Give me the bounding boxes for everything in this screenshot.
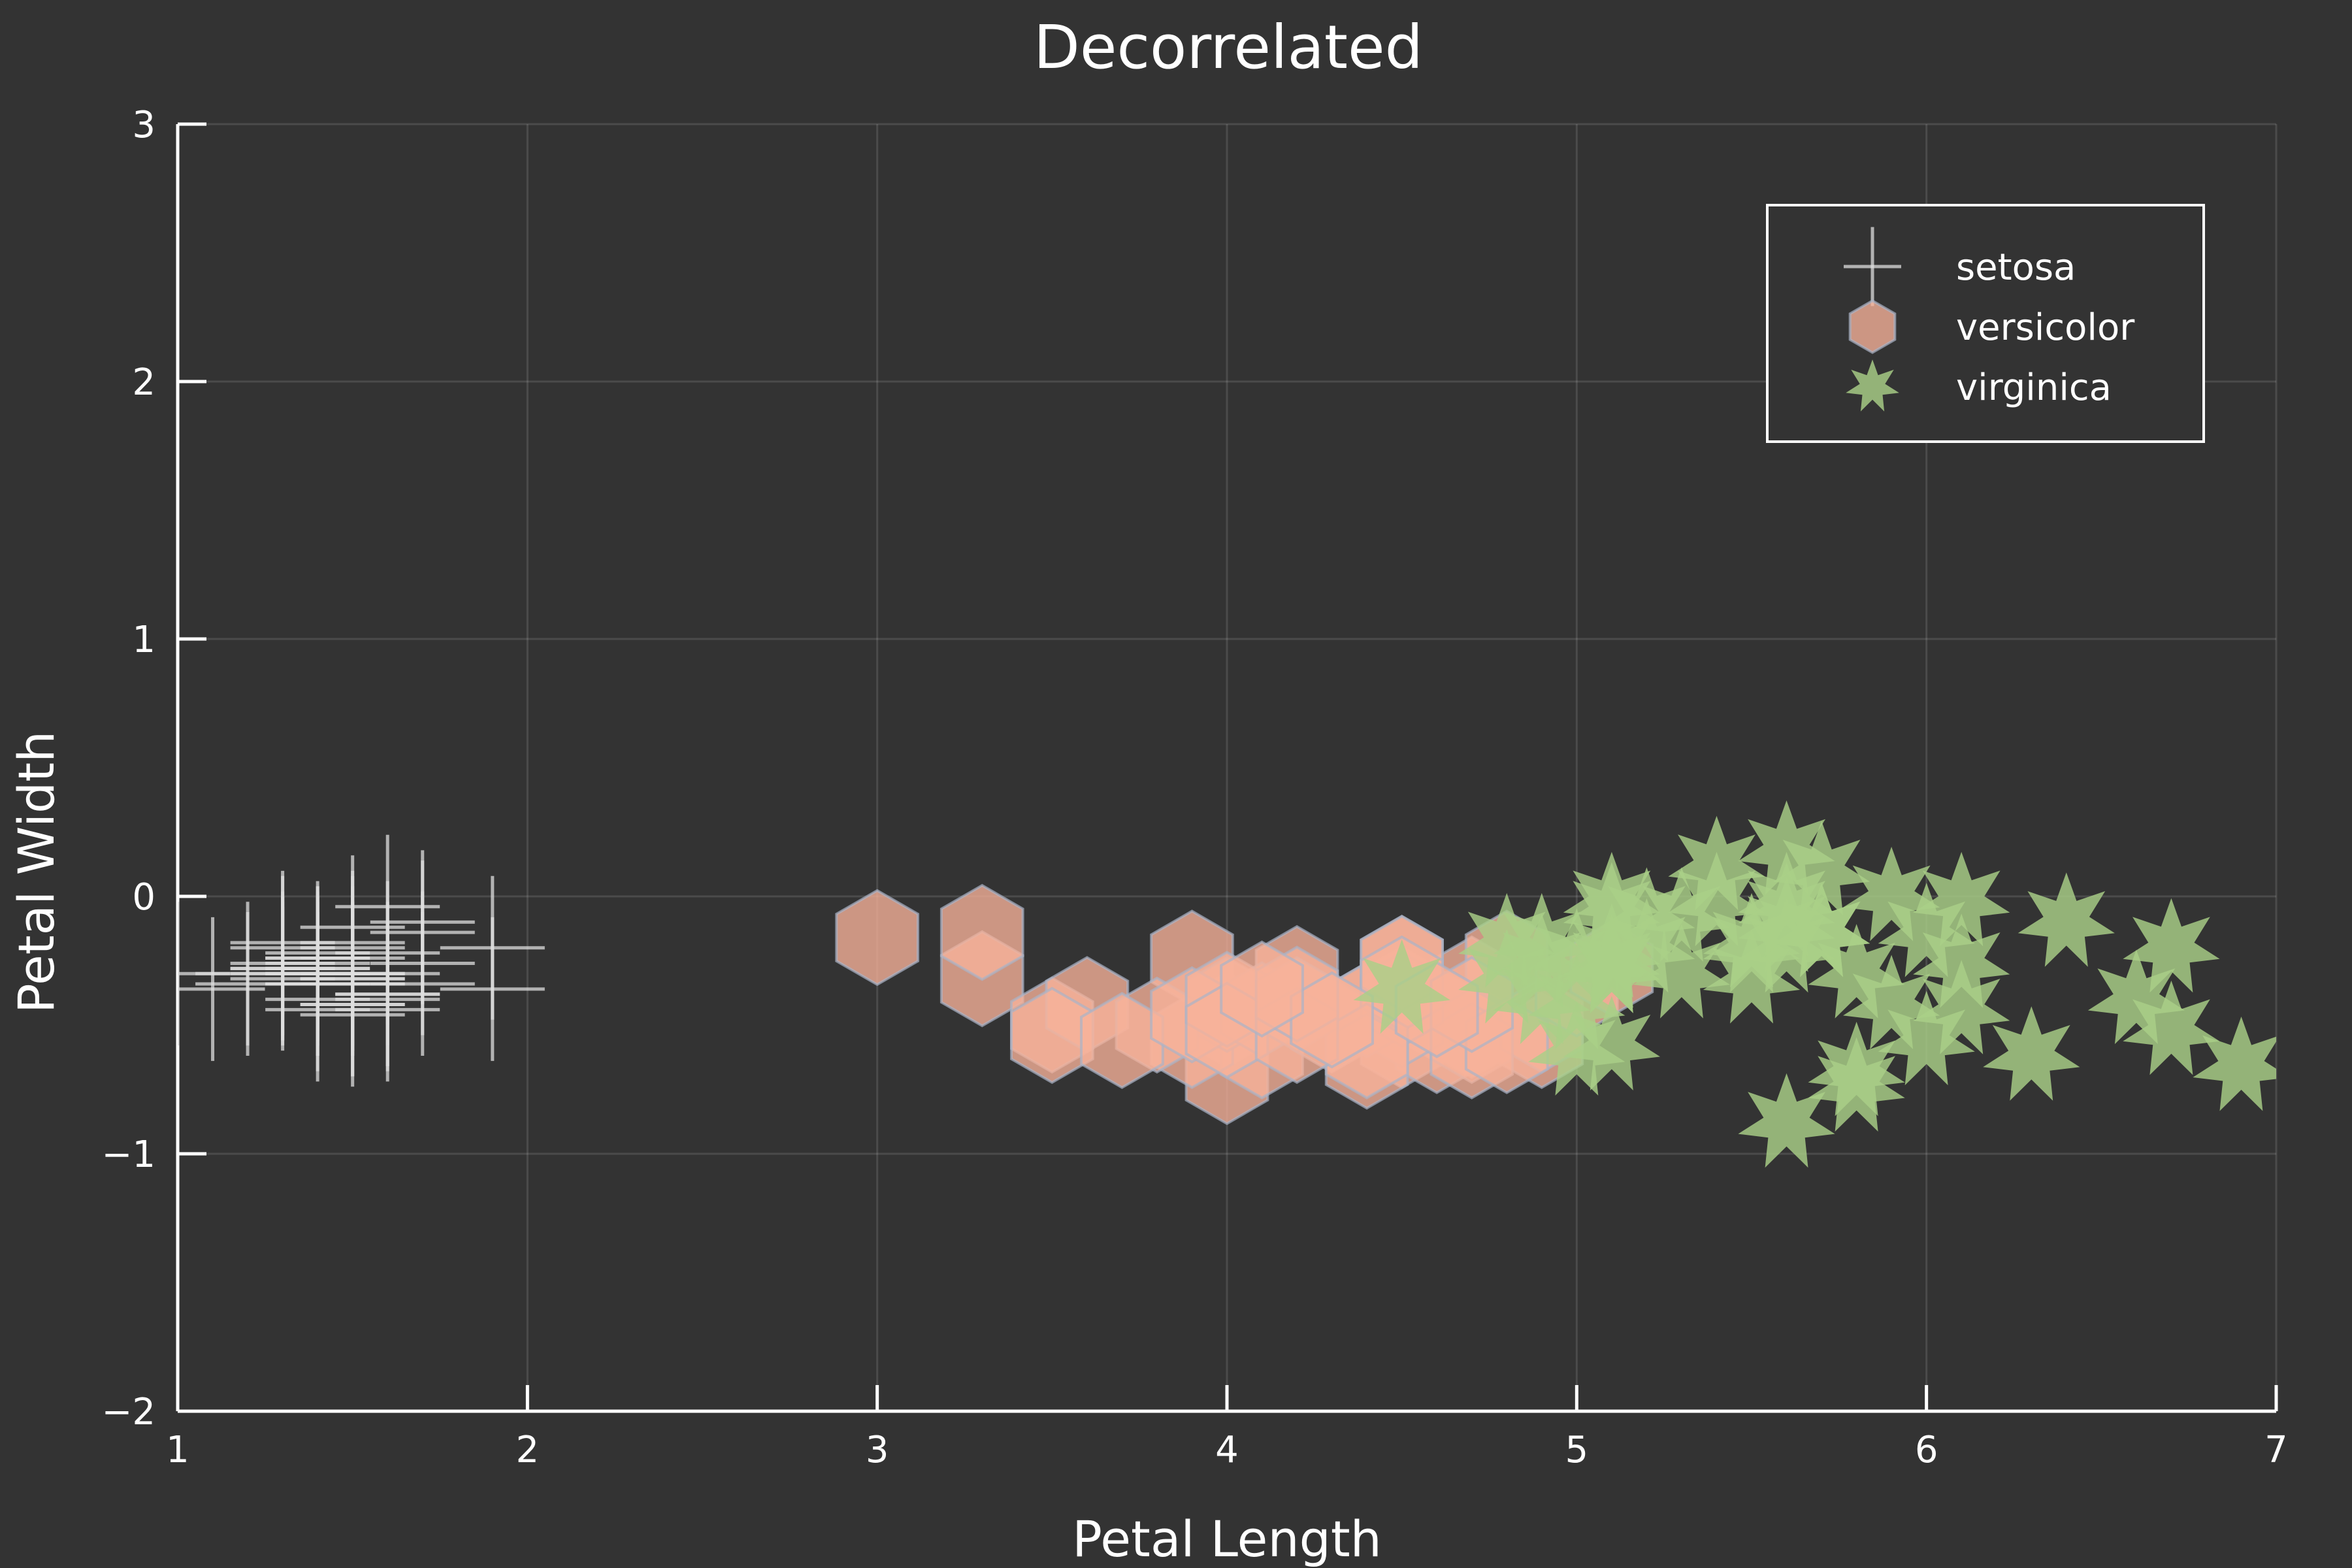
virginica-point	[1878, 883, 1975, 977]
virginica-point	[1878, 990, 1975, 1086]
virginica-point	[1563, 851, 1660, 947]
x-axis-label: Petal Length	[1072, 1510, 1382, 1568]
versicolor-point	[1220, 940, 1304, 1038]
virginica-point	[1913, 913, 2010, 1008]
virginica-point	[2123, 898, 2220, 993]
legend-label-versicolor: versicolor	[1956, 306, 2135, 349]
virginica-legend-marker	[1846, 359, 1899, 412]
virginica-point	[1913, 851, 2010, 947]
virginica-point	[1633, 867, 1730, 962]
chart-title: Decorrelated	[1034, 12, 1423, 82]
virginica-point	[2017, 872, 2115, 967]
virginica-point	[2123, 980, 2220, 1075]
virginica-point	[1843, 955, 1940, 1049]
y-tick-label: 1	[132, 619, 155, 661]
x-tick-label: 5	[1565, 1429, 1589, 1471]
virginica-point	[1353, 939, 1450, 1034]
virginica-point	[1563, 913, 1660, 1008]
legend-box	[1766, 204, 2205, 443]
setosa-point	[265, 911, 370, 1056]
x-tick-label: 7	[2264, 1429, 2288, 1471]
versicolor-point	[939, 883, 1024, 981]
virginica-point	[1843, 847, 1940, 941]
y-tick-label: −2	[101, 1391, 155, 1433]
virginica-point	[1773, 821, 1870, 916]
virginica-point	[1563, 996, 1660, 1090]
y-axis-label: Petal Width	[7, 731, 65, 1013]
data-points	[178, 800, 2276, 1168]
tick-labels: 1 2 3 4 5 6 7 −2 −1 0 1 2 3	[101, 104, 2287, 1471]
virginica-point	[1668, 815, 1765, 911]
setosa-point	[178, 902, 230, 1046]
virginica-point	[1703, 898, 1801, 993]
x-tick-label: 2	[516, 1429, 540, 1471]
versicolor-legend-marker	[1848, 299, 1897, 354]
virginica-point	[1738, 800, 1835, 895]
axes	[176, 122, 2278, 1413]
x-tick-label: 6	[1915, 1429, 1938, 1471]
virginica-point	[1458, 929, 1556, 1024]
virginica-point	[1808, 1037, 1905, 1132]
legend-label-virginica: virginica	[1956, 367, 2112, 409]
setosa-point	[440, 875, 545, 1020]
x-tick-label: 1	[166, 1429, 189, 1471]
virginica-point	[1458, 892, 1556, 988]
virginica-point	[2087, 949, 2185, 1045]
y-tick-label: 3	[132, 104, 155, 146]
setosa-legend-marker	[1844, 227, 1901, 306]
virginica-point	[1738, 862, 1835, 957]
virginica-point	[1703, 929, 1801, 1024]
virginica-point	[1633, 924, 1730, 1019]
virginica-point	[1808, 924, 1905, 1019]
virginica-point	[1493, 913, 1590, 1008]
legend: setosa versicolor virginica	[1766, 204, 2205, 443]
virginica-point	[1528, 955, 1625, 1049]
versicolor-point	[835, 889, 919, 987]
virginica-point	[1493, 949, 1590, 1045]
virginica-point	[1668, 851, 1765, 947]
x-tick-label: 4	[1215, 1429, 1239, 1471]
virginica-point	[1913, 960, 2010, 1054]
virginica-point	[1598, 898, 1695, 993]
y-tick-label: 2	[132, 361, 155, 404]
x-tick-label: 3	[866, 1429, 889, 1471]
virginica-point	[1983, 1006, 2080, 1101]
y-tick-label: −1	[101, 1134, 155, 1176]
legend-label-setosa: setosa	[1956, 246, 2076, 289]
virginica-point	[1738, 1073, 1835, 1168]
y-tick-label: 0	[132, 876, 155, 919]
